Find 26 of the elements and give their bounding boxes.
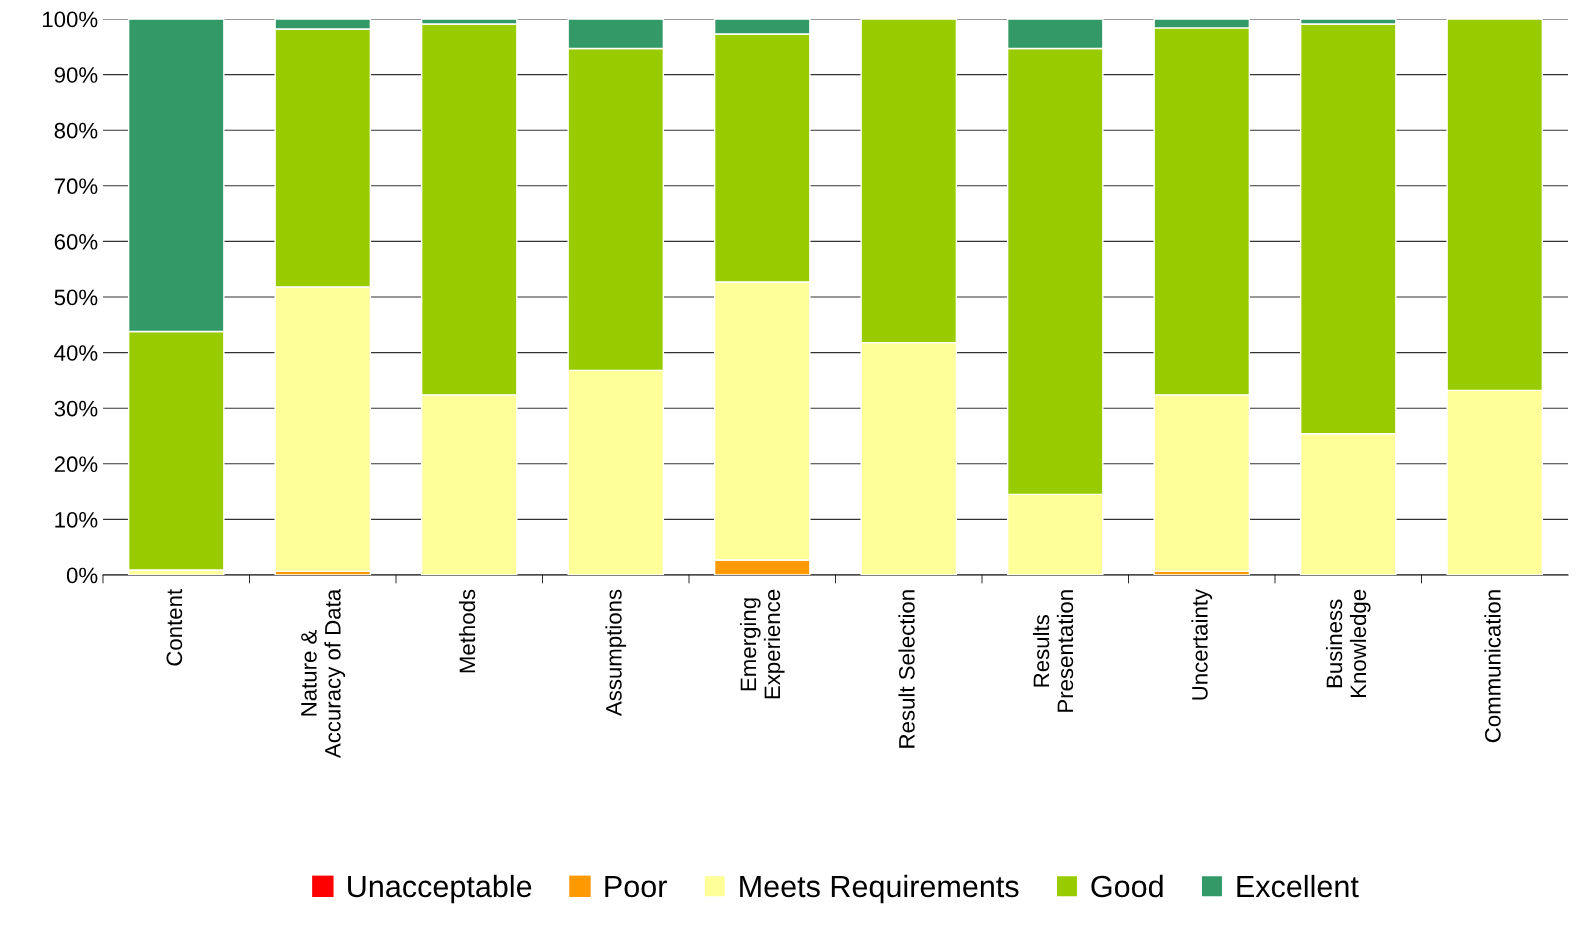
legend-label: Good	[1091, 874, 1163, 898]
x-tick-label: Business Knowledge	[1325, 589, 1371, 698]
y-tick-label: 60%	[54, 233, 98, 250]
legend-label: Meets Requirements	[740, 874, 1019, 904]
x-tick-label: Nature & Accuracy of Data	[301, 588, 346, 759]
y-tick-label: 80%	[54, 122, 98, 139]
y-tick-label: 50%	[54, 289, 98, 306]
x-tick-label: Uncertainty	[1191, 588, 1213, 700]
x-tick-label: Assumptions	[605, 589, 627, 717]
y-tick-label: 0%	[66, 567, 98, 584]
x-tick-label: Emerging Experience	[739, 589, 785, 699]
x-tick-label: Methods	[458, 589, 476, 673]
x-tick-label: Communication	[1484, 590, 1501, 743]
y-tick-label: 100%	[43, 11, 98, 28]
legend-label: Poor	[605, 875, 667, 898]
y-tick-label: 40%	[54, 345, 98, 361]
y-tick-label: 70%	[54, 178, 98, 195]
x-tick-label: Results Presentation	[1032, 590, 1074, 712]
y-tick-label: 30%	[54, 400, 98, 417]
y-tick-label: 20%	[54, 456, 98, 473]
y-tick-label: 10%	[55, 511, 98, 528]
x-tick-label: Content	[166, 589, 183, 666]
legend-label: Unacceptable	[348, 874, 532, 904]
x-tick-label: Result Selection	[898, 590, 915, 748]
legend-label: Excellent	[1237, 874, 1359, 898]
y-tick-label: 90%	[54, 67, 98, 83]
